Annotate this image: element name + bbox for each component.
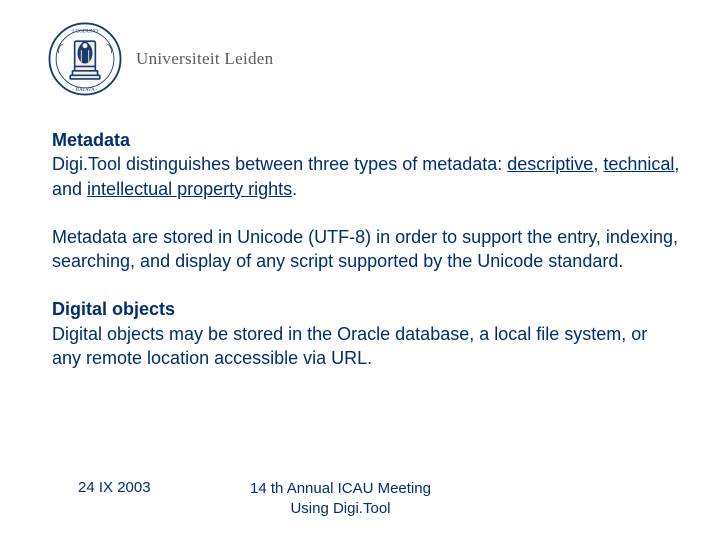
footer-meeting-line2: Using Digi.Tool xyxy=(250,499,431,519)
section-digital-objects: Digital objects Digital objects may be s… xyxy=(52,297,680,370)
svg-text:· LUGDUNO ·: · LUGDUNO · xyxy=(69,28,101,34)
text-prefix: Digi.Tool distinguishes between three ty… xyxy=(52,154,507,174)
underlined-term: intellectual property rights xyxy=(87,179,292,199)
slide-header: · LUGDUNO · · BATAVA · Universiteit Leid… xyxy=(0,0,720,110)
section-metadata: Metadata Digi.Tool distinguishes between… xyxy=(52,128,680,201)
slide-content: Metadata Digi.Tool distinguishes between… xyxy=(0,110,720,370)
underlined-term: technical xyxy=(603,154,674,174)
paragraph-text: Digital objects may be stored in the Ora… xyxy=(52,322,680,371)
slide-footer: 24 IX 2003 14 th Annual ICAU Meeting Usi… xyxy=(0,479,720,518)
text-joiner: . xyxy=(292,179,297,199)
section-title: Metadata xyxy=(52,128,680,152)
university-seal-icon: · LUGDUNO · · BATAVA · xyxy=(48,22,122,96)
institution-name: Universiteit Leiden xyxy=(136,49,273,69)
section-title: Digital objects xyxy=(52,297,680,321)
footer-meeting: 14 th Annual ICAU Meeting Using Digi.Too… xyxy=(250,479,431,518)
metadata-types-paragraph: Digi.Tool distinguishes between three ty… xyxy=(52,152,680,201)
footer-meeting-line1: 14 th Annual ICAU Meeting xyxy=(250,479,431,499)
section-metadata-unicode: Metadata are stored in Unicode (UTF-8) i… xyxy=(52,225,680,274)
footer-date: 24 IX 2003 xyxy=(0,479,250,518)
paragraph-text: Metadata are stored in Unicode (UTF-8) i… xyxy=(52,225,680,274)
underlined-term: descriptive xyxy=(507,154,593,174)
text-joiner: , xyxy=(593,154,603,174)
svg-text:· BATAVA ·: · BATAVA · xyxy=(73,87,98,93)
